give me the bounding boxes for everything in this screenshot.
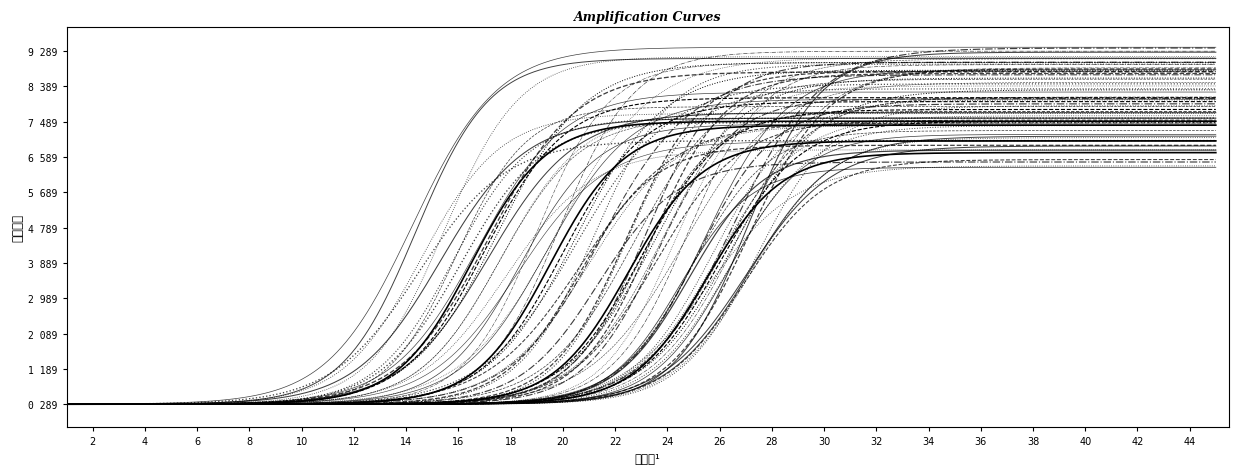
Y-axis label: 荧光强度: 荧光强度 — [11, 214, 24, 242]
Title: Amplification Curves: Amplification Curves — [574, 11, 722, 24]
X-axis label: 循环数¹: 循环数¹ — [635, 452, 661, 465]
